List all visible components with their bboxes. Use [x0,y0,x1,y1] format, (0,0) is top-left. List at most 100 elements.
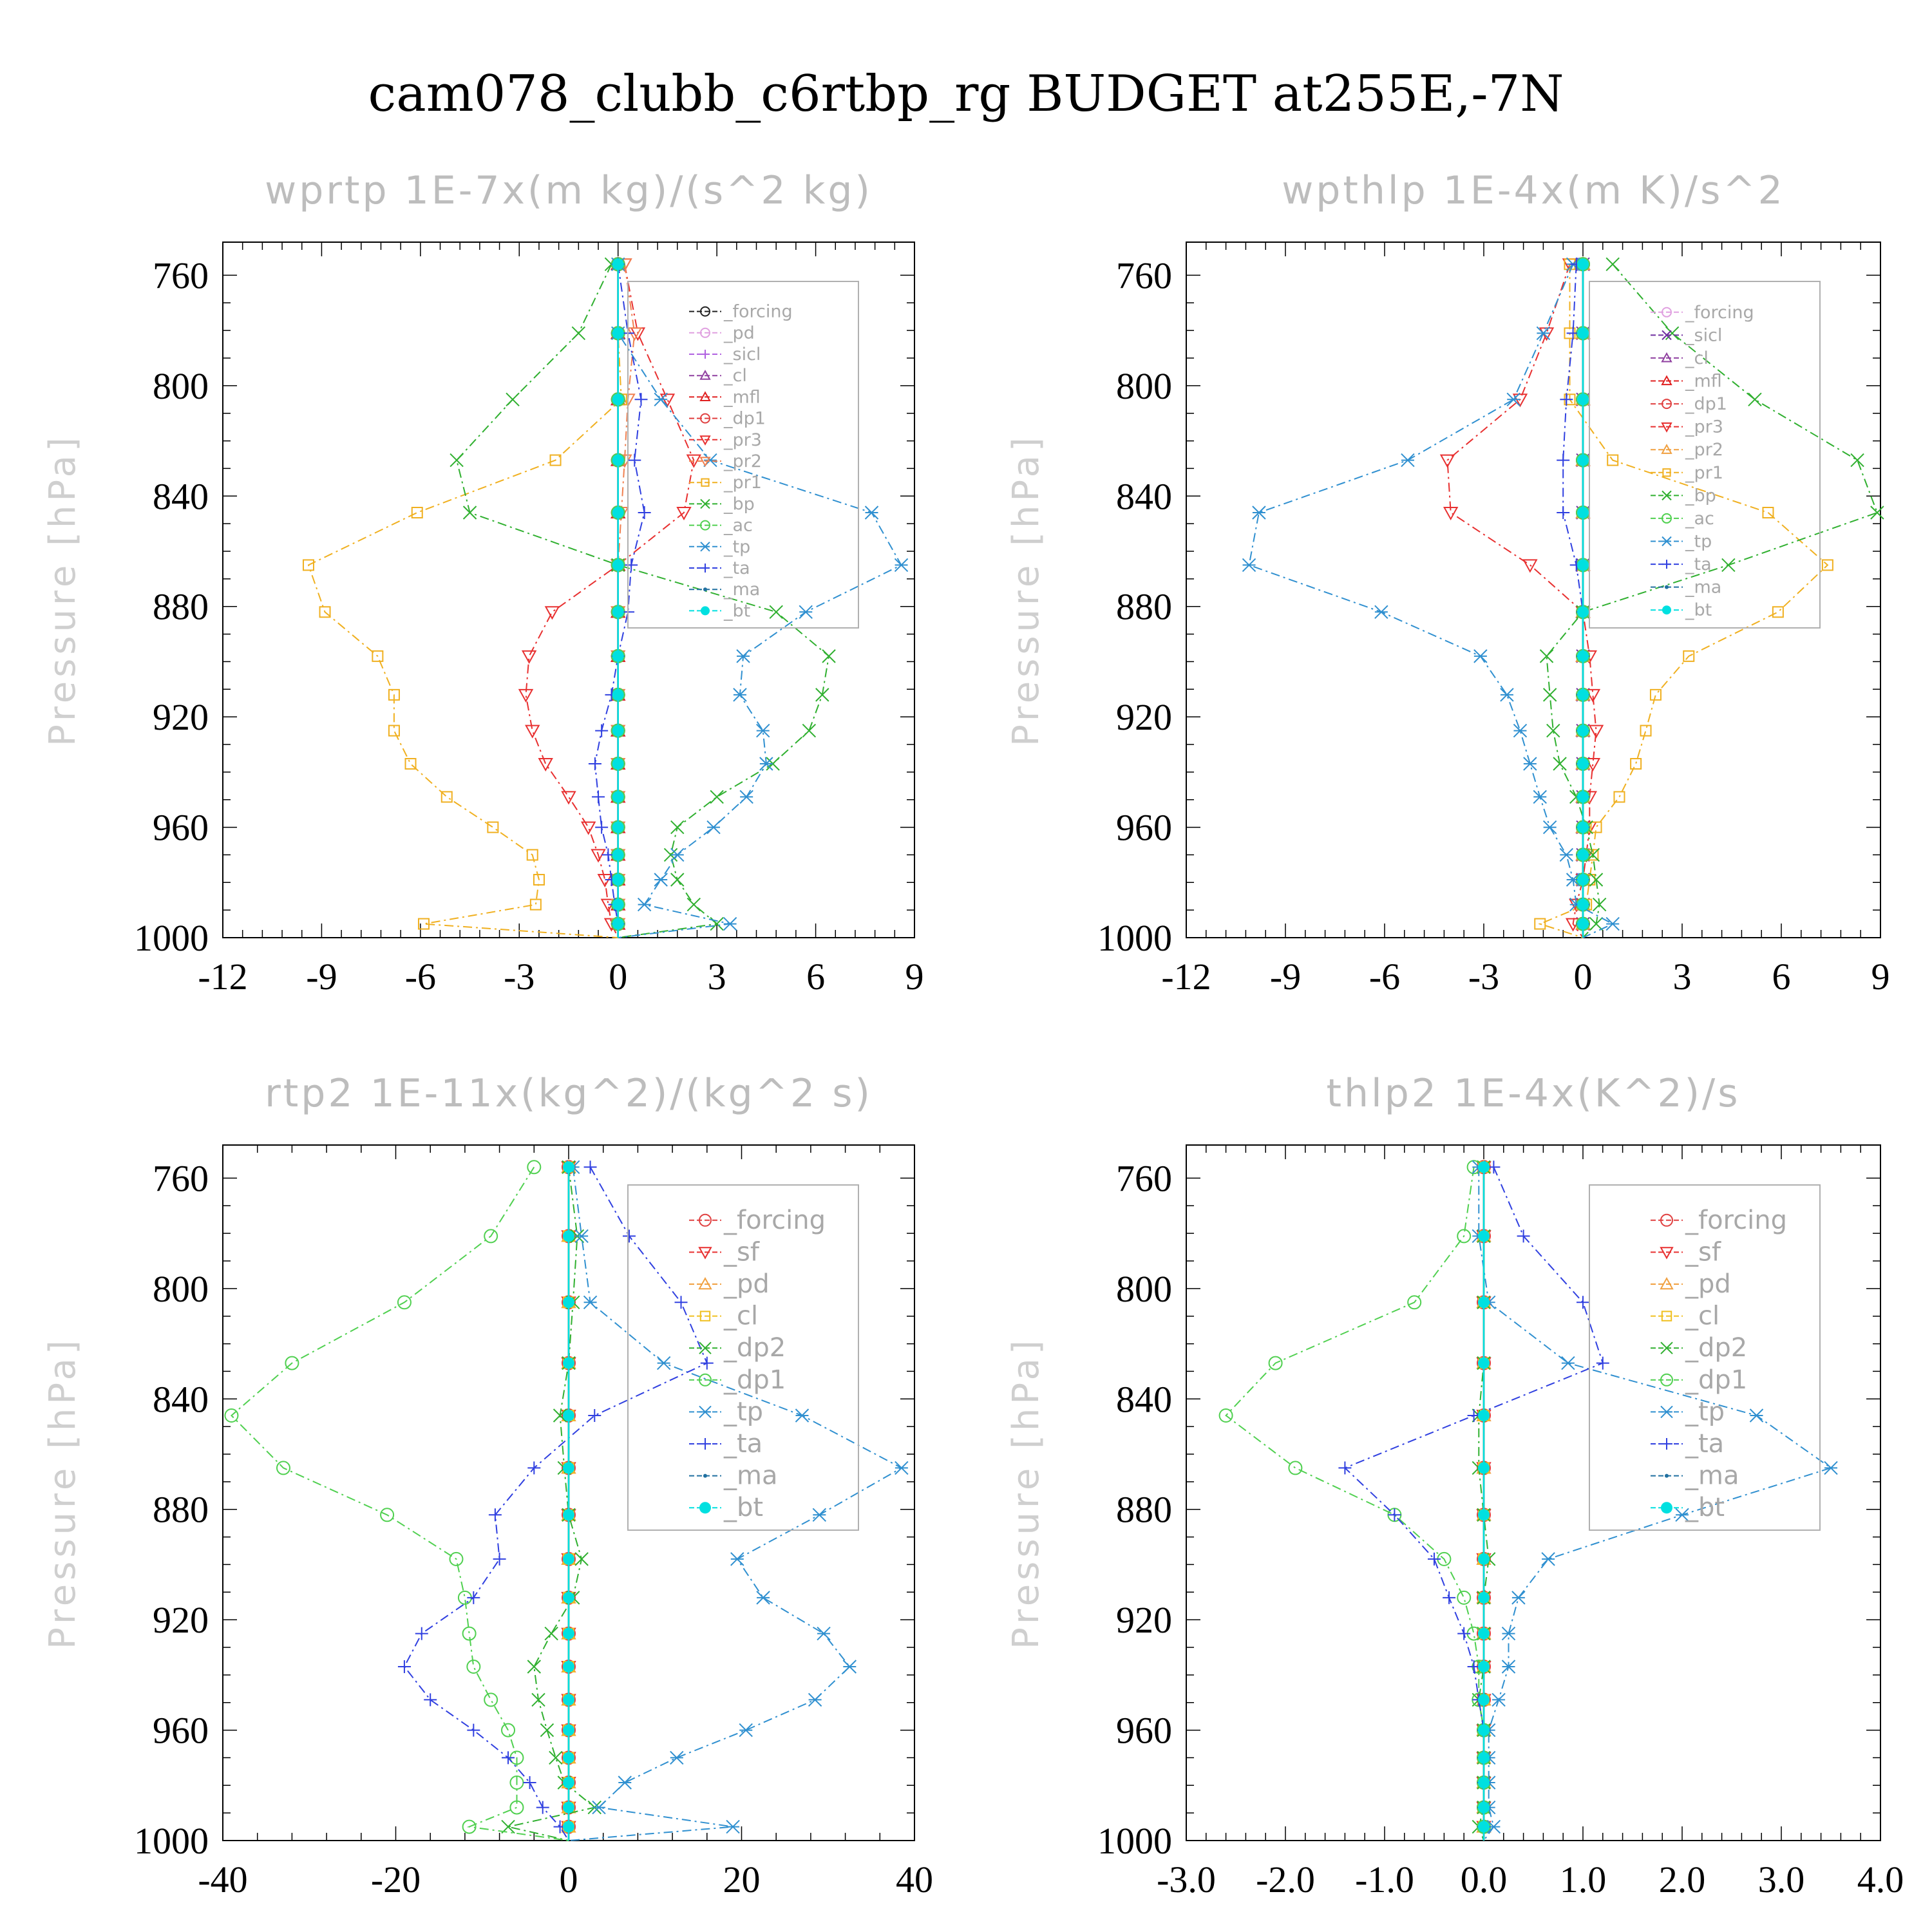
legend-label: _sicl [723,345,761,365]
legend-entry: _cl [689,366,747,386]
data-point [1577,724,1589,737]
data-point [1401,453,1415,468]
y-tick-label: 1000 [1097,1820,1172,1862]
data-point [612,724,624,737]
legend-label: _ac [1685,509,1714,529]
y-tick-label: 840 [153,475,209,517]
y-tick-label: 960 [153,807,209,849]
legend-label: _mfl [1685,372,1722,392]
legend-entry: _dp1 [1651,1365,1747,1395]
legend-label: _bp [723,494,755,514]
data-point [563,1627,574,1640]
legend-label: _sicl [1685,325,1722,345]
y-tick-label: 880 [153,1489,209,1531]
legend-entry: _pd [689,1269,770,1299]
data-point [388,724,400,737]
series-ta [588,258,651,938]
legend-label: _tp [1685,532,1712,552]
data-point [670,820,685,835]
data-point [612,791,624,803]
data-point [1478,1724,1490,1736]
legend-entry: _pr2 [1651,440,1723,460]
legend-label: _forcing [723,302,793,322]
legend-entry: _cl [1651,1302,1719,1331]
x-tick-label: -6 [405,956,436,998]
y-tick-label: 760 [153,254,209,296]
data-point [1388,1508,1401,1522]
data-point [799,605,813,619]
x-tick-label: -40 [198,1859,247,1900]
data-point [415,1627,428,1640]
data-point [1640,724,1652,737]
data-point [808,1692,822,1707]
data-point [583,1160,597,1174]
data-point [388,688,400,701]
data-point [397,1295,412,1310]
x-tick-label: -2.0 [1256,1859,1315,1900]
data-point [372,650,384,662]
data-point [812,1508,827,1522]
x-tick-label: -1.0 [1355,1859,1414,1900]
series-pr1 [302,258,627,938]
data-point [1589,873,1604,887]
data-point [484,1229,498,1244]
data-point [769,605,783,619]
data-point [733,688,747,702]
data-point [815,688,829,702]
legend-entry: _ma [1651,578,1721,598]
y-axis-label: Pressure [hPa] [42,1336,84,1649]
data-point [1533,790,1547,804]
data-point [1457,1229,1472,1244]
legend-entry: _dp2 [1651,1333,1747,1363]
y-tick-label: 880 [153,586,209,628]
data-point [580,821,596,835]
data-point [659,393,676,408]
y-tick-label: 800 [1116,1268,1172,1310]
legend-label: _ac [723,516,753,536]
data-point [1850,453,1864,468]
data-point [1478,1627,1490,1640]
x-tick-label: 40 [896,1859,933,1900]
data-point [549,1750,563,1765]
legend-entry: _tp [1651,532,1712,552]
figure-title: cam078_clubb_c6rtbp_rg BUDGET at255E,-7N [368,65,1564,123]
y-tick-label: 880 [1116,1489,1172,1531]
data-point [380,1508,395,1522]
data-point [1577,758,1589,770]
data-point [462,1819,477,1834]
legend-label: _dp1 [1685,394,1727,414]
chart-panel-4: thlp2 1E-4x(K^2)/s Pressure [hPa] 760 800 84… [1005,1071,1904,1900]
data-point [1523,757,1537,771]
data-point [1542,820,1557,835]
data-point [1721,558,1736,573]
x-tick-label: 9 [1871,956,1890,998]
data-point [529,898,542,911]
series-tp [1242,257,1620,938]
data-point [1577,258,1589,270]
series-line [455,263,830,938]
data-point [525,724,540,739]
series-bt [1577,258,1589,938]
data-point [563,1752,574,1764]
data-point [501,1723,516,1738]
x-tick-label: -9 [306,956,337,998]
y-tick-label: 920 [1116,1599,1172,1641]
data-point [1870,506,1884,520]
data-point [1542,688,1557,702]
data-point [612,688,624,701]
data-point [440,791,453,803]
series-bt [612,258,624,938]
y-tick-label: 920 [1116,696,1172,738]
data-point [1478,1801,1490,1814]
data-point [1605,916,1620,931]
data-point [1592,897,1607,912]
data-point [588,1409,601,1422]
data-point [1500,688,1514,702]
data-point [634,393,648,406]
legend-label: _sf [723,1237,760,1267]
legend-entry: _sf [689,1237,760,1267]
legend-entry: _sf [1651,1237,1721,1267]
series-line [568,1167,903,1841]
panel-title: thlp2 1E-4x(K^2)/s [1326,1071,1740,1116]
data-point [1252,506,1266,520]
